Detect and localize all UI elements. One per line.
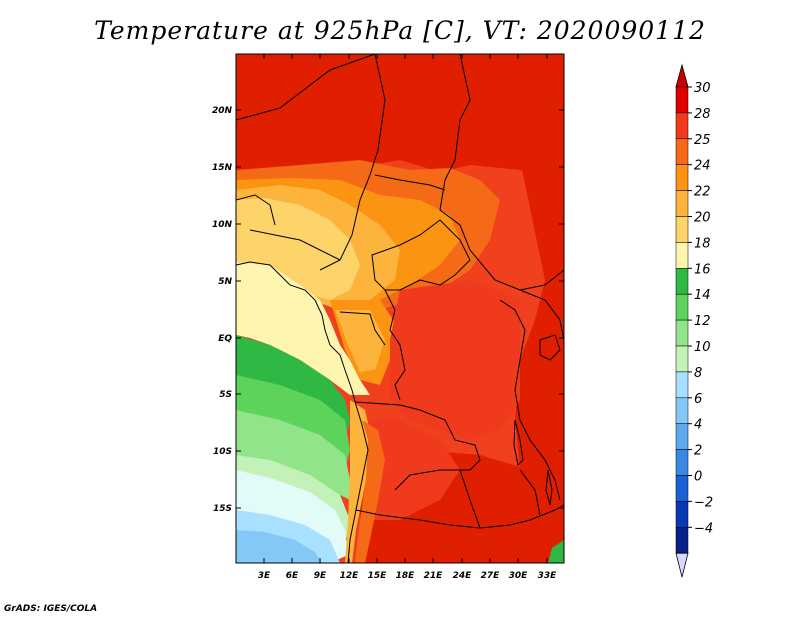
temperature-field [236,54,564,563]
border-12 [519,289,564,341]
border-8 [354,401,481,491]
map-frame [235,53,565,564]
lon-label: 30E [509,571,529,581]
boundaries [236,54,564,563]
field-25-coast [355,420,385,563]
colorbar-level-label: 20 [694,211,711,226]
colorbar-segment [675,345,689,373]
colorbar-level-label: 10 [694,340,711,355]
colorbar-level-label: 22 [694,185,711,200]
lon-label: 12E [340,571,360,581]
border-2 [319,54,386,271]
colorbar-level-label: −2 [694,495,713,510]
colorbar-level-label: 0 [694,470,702,485]
colorbar-segment [675,423,689,450]
lon-label: 33E [538,571,558,581]
border-13 [236,194,276,226]
colorbar-segment [675,242,689,269]
lat-label: 5S [219,390,232,400]
lon-label: 15E [368,571,388,581]
axis-ticks [236,54,564,563]
colorbar-segment [675,190,689,217]
colorbar-segment [675,475,689,502]
colorbar-segment [675,112,689,140]
lon-label: 21E [424,571,444,581]
border-15 [519,469,541,516]
colorbar-segment [675,268,689,295]
border-6 [384,289,406,401]
colorbar-segment [675,86,689,114]
lake-tanganyika [513,419,524,467]
lake-malawi [545,469,553,506]
lon-label: 3E [258,571,271,581]
border-10 [459,469,481,529]
colorbar-level-label: 4 [694,418,702,433]
colorbar-level-label: 14 [694,288,711,303]
grads-credit: GrADS: IGES/COLA [4,604,98,614]
colorbar-segment [675,164,689,191]
colorbar-segment [675,501,689,528]
colorbar-level-label: 16 [694,262,711,277]
colorbar-level-label: −4 [694,521,713,536]
lat-label: 20N [212,106,233,116]
colorbar-segment [675,216,689,243]
lat-label: EQ [218,334,232,344]
border-3 [439,54,564,291]
colorbar-segment [675,371,689,399]
colorbar-level-label: 6 [694,392,702,407]
colorbar-segment [675,319,689,347]
coastline-west [236,261,369,563]
lat-label: 10N [212,220,233,230]
lat-label: 5N [218,277,232,287]
colorbar-level-label: 25 [694,133,711,148]
field-22-coast [345,400,372,563]
field-28-east-mid [390,280,520,440]
colorbar-level-label: 2 [694,444,702,459]
colorbar-segment [675,527,689,554]
border-7 [339,311,386,346]
lat-label: 15N [212,163,233,173]
colorbar-level-label: 30 [694,81,711,96]
colorbar-level-label: 28 [694,107,711,122]
colorbar-bottom-arrow [675,552,689,578]
axis-tick-labels: 20N 15N 10N 5N EQ 5S 10S 15S 3E 6E 9E 12E 15E 18E 21E 2… [212,106,557,581]
border-north [236,54,376,121]
lake-victoria [539,334,561,361]
field-green-se [548,540,564,563]
field-12 [236,410,350,500]
lat-label: 10S [213,447,232,457]
lat-label: 15S [213,504,232,514]
border-4 [374,174,446,191]
colorbar-level-label: 24 [694,159,711,174]
colorbar-level-label: 12 [694,314,711,329]
colorbar-level-label: 8 [694,366,702,381]
lon-label: 24E [453,571,473,581]
field-18 [236,262,370,395]
colorbar-segment [675,449,689,476]
field-4 [236,530,322,563]
map-title: Temperature at 925hPa [C], VT: 202009011… [94,16,706,45]
border-14 [249,229,341,261]
colorbar [675,63,692,578]
lon-label: 6E [286,571,299,581]
field-22-central [335,310,385,372]
lon-label: 18E [396,571,416,581]
field-30-north [236,54,564,175]
border-11 [499,299,561,501]
colorbar-segment [675,293,689,321]
colorbar-segment [675,397,689,424]
lon-label: 27E [481,571,501,581]
colorbar-top-arrow [675,63,689,88]
lon-label: 9E [314,571,327,581]
colorbar-segment [675,138,689,165]
colorbar-level-label: 18 [694,236,711,251]
